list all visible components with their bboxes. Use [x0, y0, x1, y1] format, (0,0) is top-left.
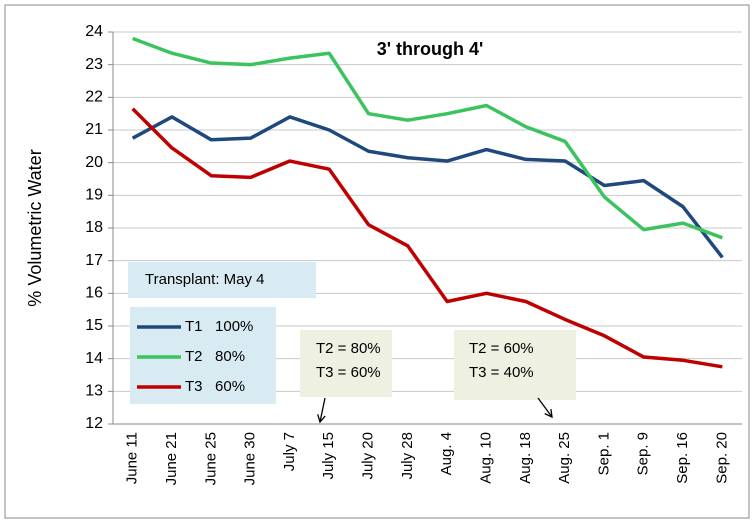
- y-axis-label: % Volumetric Water: [25, 149, 45, 306]
- x-tick-label: June 30: [242, 432, 259, 485]
- x-tick-label: Aug. 18: [517, 432, 534, 484]
- y-tick-label: 22: [85, 89, 103, 106]
- y-tick-label: 24: [85, 23, 103, 40]
- arrow: [319, 397, 326, 423]
- transplant-note: Transplant: May 4: [145, 271, 265, 288]
- y-tick-label: 18: [85, 219, 103, 236]
- x-tick-label: Aug. 4: [438, 432, 455, 475]
- x-tick-label: June 25: [202, 432, 219, 485]
- y-tick-label: 23: [85, 56, 103, 73]
- note-text: T2 = 80%: [316, 340, 381, 357]
- y-tick-label: 14: [85, 350, 103, 367]
- x-tick-label: Sep. 9: [635, 432, 652, 475]
- y-tick-label: 21: [85, 121, 103, 138]
- y-tick-label: 12: [85, 415, 103, 432]
- arrow: [537, 397, 553, 418]
- note-box: [300, 330, 392, 397]
- x-tick-label: Aug. 10: [477, 432, 494, 484]
- note-text: T3 = 60%: [316, 364, 381, 381]
- note-box: [454, 330, 576, 400]
- note-text: T3 = 40%: [469, 364, 534, 381]
- note-text: T2 = 60%: [469, 340, 534, 357]
- x-tick-label: July 20: [360, 432, 377, 480]
- x-tick-label: Sep. 1: [595, 432, 612, 475]
- legend-label: T3 60%: [185, 378, 245, 395]
- chart-title: 3' through 4': [377, 39, 484, 59]
- x-tick-label: July 15: [320, 432, 337, 480]
- legend-label: T2 80%: [185, 348, 245, 365]
- y-tick-label: 19: [85, 187, 103, 204]
- y-tick-label: 17: [85, 252, 103, 269]
- y-tick-label: 15: [85, 317, 103, 334]
- chart-border: [4, 4, 750, 519]
- y-tick-label: 20: [85, 154, 103, 171]
- x-tick-label: July 7: [281, 432, 298, 471]
- x-tick-label: Aug. 25: [556, 432, 573, 484]
- series-line: [131, 115, 724, 259]
- x-tick-label: June 11: [124, 432, 141, 484]
- legend-label: T1 100%: [185, 318, 253, 335]
- note-box: [128, 262, 316, 298]
- x-tick-label: July 28: [399, 432, 416, 480]
- arrow-head: [544, 408, 553, 419]
- y-tick-label: 13: [85, 383, 103, 400]
- x-tick-label: Sep. 16: [674, 432, 691, 484]
- series-line: [131, 107, 723, 369]
- series-line: [132, 36, 723, 240]
- arrow-head: [317, 414, 326, 424]
- x-tick-label: June 21: [163, 432, 180, 485]
- x-tick-label: Sep. 20: [713, 432, 730, 484]
- y-tick-label: 16: [85, 285, 103, 302]
